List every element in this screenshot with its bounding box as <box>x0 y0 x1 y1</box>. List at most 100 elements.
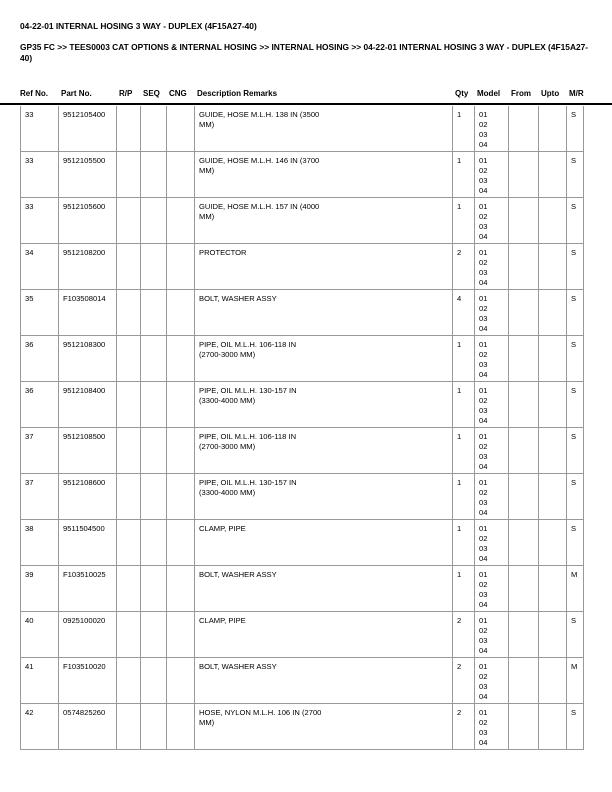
cell-seq <box>140 290 166 336</box>
cell-from <box>508 474 538 520</box>
column-header-cng: CNG <box>169 89 187 98</box>
cell-upto <box>538 658 566 704</box>
cell-part-no: F103510025 <box>58 566 116 612</box>
cell-upto <box>538 520 566 566</box>
cell-cng <box>166 428 194 474</box>
cell-rp <box>116 428 140 474</box>
column-header-upto: Upto <box>541 89 560 98</box>
table-row: 40 0925100020 CLAMP, PIPE 2 01 02 03 04 S <box>20 612 584 658</box>
table-row: 33 9512105500 GUIDE, HOSE M.L.H. 146 IN (3… <box>20 152 584 198</box>
cell-mr: M <box>566 658 584 704</box>
cell-ref-no: 40 <box>20 612 58 658</box>
table-row: 37 9512108600 PIPE, OIL M.L.H. 130-157 IN … <box>20 474 584 520</box>
cell-seq <box>140 198 166 244</box>
table-row: 41 F103510020 BOLT, WASHER ASSY 2 01 02 03 0… <box>20 658 584 704</box>
cell-seq <box>140 704 166 750</box>
cell-model: 01 02 03 04 <box>474 474 508 520</box>
cell-upto <box>538 428 566 474</box>
cell-ref-no: 34 <box>20 244 58 290</box>
cell-model: 01 02 03 04 <box>474 198 508 244</box>
cell-ref-no: 41 <box>20 658 58 704</box>
cell-part-no: F103508014 <box>58 290 116 336</box>
cell-cng <box>166 244 194 290</box>
cell-ref-no: 37 <box>20 428 58 474</box>
cell-part-no: 9512105500 <box>58 152 116 198</box>
cell-from <box>508 106 538 152</box>
cell-model: 01 02 03 04 <box>474 566 508 612</box>
cell-rp <box>116 152 140 198</box>
cell-part-no: 9512108200 <box>58 244 116 290</box>
cell-mr: S <box>566 244 584 290</box>
cell-seq <box>140 152 166 198</box>
column-header-part-no: Part No. <box>61 89 92 98</box>
cell-description: GUIDE, HOSE M.L.H. 138 IN (3500 MM) <box>194 106 452 152</box>
cell-mr: S <box>566 106 584 152</box>
cell-qty: 1 <box>452 336 474 382</box>
cell-part-no: 0925100020 <box>58 612 116 658</box>
cell-seq <box>140 106 166 152</box>
cell-model: 01 02 03 04 <box>474 704 508 750</box>
table-row: 37 9512108500 PIPE, OIL M.L.H. 106-118 IN … <box>20 428 584 474</box>
cell-qty: 1 <box>452 198 474 244</box>
cell-description: CLAMP, PIPE <box>194 612 452 658</box>
cell-part-no: 9512108600 <box>58 474 116 520</box>
cell-from <box>508 612 538 658</box>
header-divider <box>0 103 612 105</box>
cell-qty: 2 <box>452 612 474 658</box>
cell-cng <box>166 290 194 336</box>
cell-rp <box>116 566 140 612</box>
cell-cng <box>166 704 194 750</box>
cell-model: 01 02 03 04 <box>474 290 508 336</box>
cell-ref-no: 36 <box>20 382 58 428</box>
cell-cng <box>166 474 194 520</box>
column-header-ref-no: Ref No. <box>20 89 48 98</box>
cell-seq <box>140 474 166 520</box>
table-row: 42 0574825260 HOSE, NYLON M.L.H. 106 IN (2… <box>20 704 584 750</box>
cell-model: 01 02 03 04 <box>474 106 508 152</box>
cell-upto <box>538 152 566 198</box>
cell-ref-no: 38 <box>20 520 58 566</box>
cell-ref-no: 35 <box>20 290 58 336</box>
cell-part-no: 9512108400 <box>58 382 116 428</box>
cell-rp <box>116 382 140 428</box>
cell-mr: S <box>566 704 584 750</box>
cell-part-no: 9512108300 <box>58 336 116 382</box>
cell-part-no: F103510020 <box>58 658 116 704</box>
cell-upto <box>538 566 566 612</box>
cell-model: 01 02 03 04 <box>474 658 508 704</box>
cell-rp <box>116 244 140 290</box>
cell-qty: 2 <box>452 658 474 704</box>
cell-rp <box>116 658 140 704</box>
cell-seq <box>140 244 166 290</box>
cell-model: 01 02 03 04 <box>474 382 508 428</box>
cell-from <box>508 658 538 704</box>
cell-mr: S <box>566 290 584 336</box>
cell-description: GUIDE, HOSE M.L.H. 146 IN (3700 MM) <box>194 152 452 198</box>
cell-from <box>508 566 538 612</box>
cell-model: 01 02 03 04 <box>474 244 508 290</box>
cell-upto <box>538 382 566 428</box>
cell-mr: S <box>566 428 584 474</box>
cell-part-no: 9512108500 <box>58 428 116 474</box>
cell-rp <box>116 336 140 382</box>
cell-description: BOLT, WASHER ASSY <box>194 566 452 612</box>
cell-cng <box>166 152 194 198</box>
cell-description: PROTECTOR <box>194 244 452 290</box>
cell-part-no: 9512105400 <box>58 106 116 152</box>
cell-from <box>508 244 538 290</box>
column-header-qty: Qty <box>455 89 469 98</box>
cell-qty: 1 <box>452 382 474 428</box>
cell-description: PIPE, OIL M.L.H. 130-157 IN (3300-4000 M… <box>194 382 452 428</box>
cell-ref-no: 33 <box>20 198 58 244</box>
cell-description: PIPE, OIL M.L.H. 106-118 IN (2700-3000 M… <box>194 336 452 382</box>
cell-from <box>508 152 538 198</box>
cell-from <box>508 336 538 382</box>
cell-rp <box>116 704 140 750</box>
cell-cng <box>166 658 194 704</box>
cell-qty: 1 <box>452 106 474 152</box>
cell-mr: S <box>566 198 584 244</box>
cell-mr: S <box>566 612 584 658</box>
cell-description: CLAMP, PIPE <box>194 520 452 566</box>
cell-from <box>508 704 538 750</box>
